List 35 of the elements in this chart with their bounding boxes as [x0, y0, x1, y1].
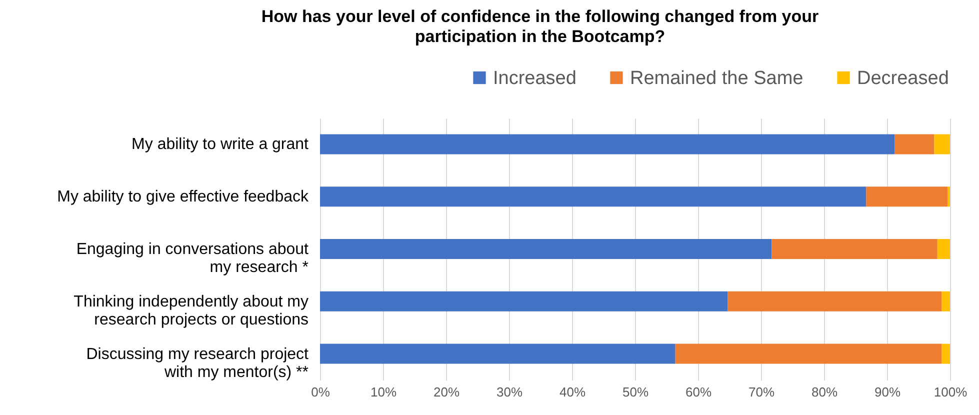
y-tick-label: My ability to write a grant: [132, 136, 310, 154]
legend-label: Increased: [493, 68, 576, 89]
bar: [942, 291, 950, 312]
x-tick-label: 20%: [433, 384, 460, 400]
chart-title: How has your level of confidence in the following changed from your participation in the Bootcamp?: [261, 7, 820, 46]
x-tick-label: 100%: [934, 384, 968, 400]
x-tick-label: 50%: [622, 384, 649, 400]
x-tick-label: 80%: [811, 384, 838, 400]
bar: [947, 186, 950, 207]
x-tick-label: 60%: [685, 384, 712, 400]
y-tick-label: My ability to give effective feedback: [57, 188, 310, 206]
x-tick-label: 70%: [748, 384, 775, 400]
bar: [320, 134, 895, 154]
bar: [320, 344, 676, 364]
bar: [942, 344, 950, 364]
x-tick-label: 30%: [496, 384, 523, 400]
bar: [320, 291, 728, 312]
bar: [728, 291, 942, 312]
bar: [320, 239, 772, 259]
bar: [937, 239, 950, 259]
y-tick-label: Thinking independently about my research projects or questions: [74, 293, 308, 328]
x-tick-label: 40%: [559, 384, 586, 400]
x-tick-label: 10%: [370, 384, 397, 400]
y-tick-label: Engaging in conversations about my research *: [76, 241, 310, 276]
bar: [894, 134, 934, 154]
legend-label: Remained the Same: [630, 68, 804, 89]
bar: [675, 344, 942, 364]
x-tick-label: 90%: [874, 384, 901, 400]
bar: [772, 239, 938, 259]
y-tick-label: Discussing my research project with my mentor(s) **: [86, 346, 310, 381]
bar: [320, 186, 866, 207]
bar: [934, 134, 950, 154]
bar: [866, 186, 948, 207]
x-tick-label: 0%: [311, 384, 330, 400]
legend-label: Decreased: [857, 68, 949, 89]
